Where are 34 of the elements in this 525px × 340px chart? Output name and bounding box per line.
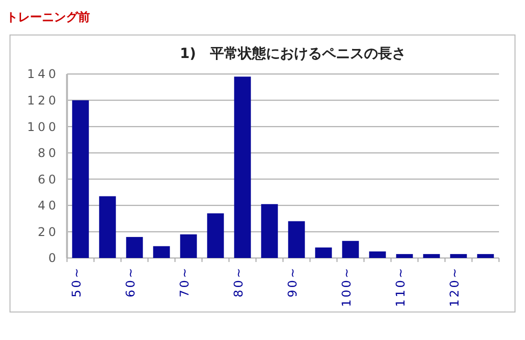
y-tick-label: 40 bbox=[38, 198, 59, 213]
y-tick-label: 0 bbox=[48, 251, 59, 266]
bar bbox=[315, 247, 332, 258]
bar bbox=[342, 240, 359, 258]
bar bbox=[450, 254, 467, 258]
x-tick-label: 80~ bbox=[232, 266, 246, 298]
y-tick-label: 100 bbox=[27, 120, 59, 134]
x-tick-label: 100~ bbox=[340, 266, 354, 307]
bar bbox=[153, 246, 170, 258]
bar bbox=[72, 100, 89, 258]
bar bbox=[423, 254, 440, 258]
y-tick-label: 120 bbox=[27, 93, 59, 108]
bar bbox=[261, 204, 278, 258]
bar bbox=[207, 213, 224, 258]
x-tick-label: 70~ bbox=[178, 266, 192, 298]
bar bbox=[477, 254, 494, 258]
x-tick-label: 120~ bbox=[448, 266, 462, 307]
x-tick-label: 110~ bbox=[394, 266, 408, 307]
bar bbox=[180, 234, 197, 258]
y-tick-label: 80 bbox=[38, 146, 59, 160]
bar bbox=[396, 254, 413, 258]
bar bbox=[99, 196, 116, 258]
x-tick-label: 90~ bbox=[286, 266, 300, 298]
text: トレーニング前 bbox=[6, 10, 90, 24]
bar bbox=[288, 221, 305, 258]
bar bbox=[234, 76, 251, 258]
x-tick-label: 50~ bbox=[70, 266, 84, 298]
y-tick-label: 20 bbox=[38, 224, 59, 239]
x-tick-label: 60~ bbox=[124, 266, 138, 298]
bar bbox=[126, 236, 143, 258]
chart-title: 1) 平常状態におけるペニスの長さ bbox=[180, 45, 406, 62]
y-tick-label: 140 bbox=[27, 67, 59, 82]
y-tick-label: 60 bbox=[38, 172, 59, 186]
bar bbox=[369, 251, 386, 258]
